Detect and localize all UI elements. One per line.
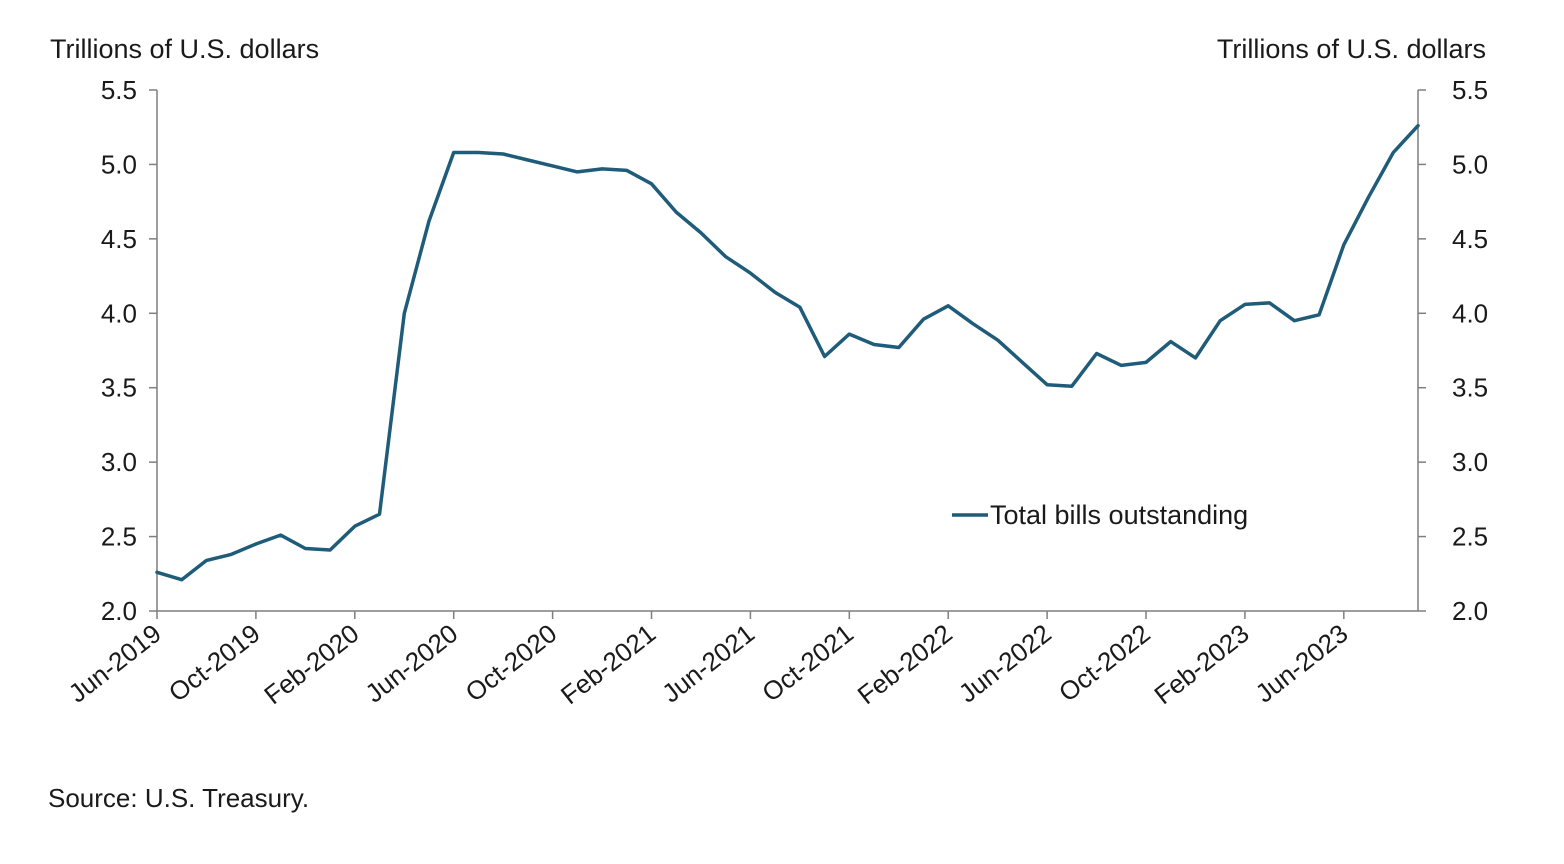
left-y-tick-label: 2.0 — [101, 596, 137, 626]
x-tick-label: Feb-2022 — [852, 618, 958, 710]
plot-area — [155, 123, 1420, 582]
x-tick-label: Jun-2020 — [359, 618, 463, 708]
right-y-tick-label: 5.5 — [1452, 75, 1488, 105]
x-tick-label: Jun-2021 — [656, 618, 760, 708]
right-y-tick-label: 2.5 — [1452, 522, 1488, 552]
left-y-axis-title: Trillions of U.S. dollars — [50, 34, 319, 64]
source-note: Source: U.S. Treasury. — [48, 783, 310, 813]
series-line-total-bills — [155, 123, 1420, 582]
right-y-tick-label: 5.0 — [1452, 149, 1488, 179]
right-y-tick-label: 4.0 — [1452, 298, 1488, 328]
x-tick-label: Oct-2021 — [756, 618, 859, 707]
right-y-tick-label: 3.0 — [1452, 447, 1488, 477]
right-y-tick-label: 3.5 — [1452, 373, 1488, 403]
left-y-tick-label: 3.0 — [101, 447, 137, 477]
bills-outstanding-chart: Trillions of U.S. dollars Trillions of U… — [50, 34, 1488, 710]
x-tick-label: Oct-2022 — [1053, 618, 1156, 707]
x-tick-label: Feb-2023 — [1148, 618, 1254, 710]
x-tick-label: Feb-2020 — [258, 618, 364, 710]
left-y-tick-label: 4.0 — [101, 298, 137, 328]
x-tick-label: Jun-2023 — [1250, 618, 1354, 708]
right-y-axis-title: Trillions of U.S. dollars — [1217, 34, 1486, 64]
left-y-tick-label: 3.5 — [101, 373, 137, 403]
axes: 2.0 2.0 2.5 2.5 3.0 3.0 3.5 3.5 4.0 4.0 4.5 4.5 5.0 5… — [63, 75, 1488, 710]
x-tick-label: Feb-2021 — [555, 618, 661, 710]
left-y-tick-label: 5.0 — [101, 149, 137, 179]
legend-label: Total bills outstanding — [990, 500, 1248, 530]
legend: Total bills outstanding — [952, 500, 1248, 530]
x-tick-label: Oct-2020 — [460, 618, 563, 707]
left-y-tick-label: 2.5 — [101, 522, 137, 552]
x-tick-label: Jun-2019 — [63, 618, 167, 708]
right-y-tick-label: 2.0 — [1452, 596, 1488, 626]
left-y-tick-label: 4.5 — [101, 224, 137, 254]
left-y-tick-label: 5.5 — [101, 75, 137, 105]
x-tick-label: Oct-2019 — [163, 618, 266, 707]
x-tick-label: Jun-2022 — [953, 618, 1057, 708]
right-y-tick-label: 4.5 — [1452, 224, 1488, 254]
